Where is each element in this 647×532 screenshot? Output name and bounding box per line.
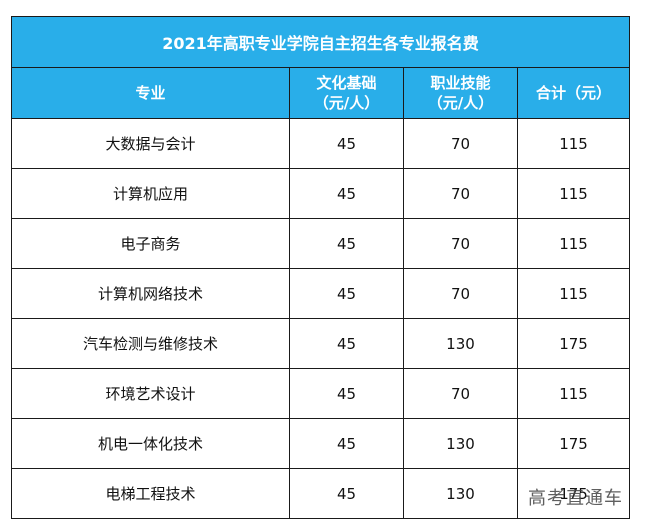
cell-skill: 70 — [403, 118, 518, 169]
table-row: 环境艺术设计 45 70 115 — [11, 368, 631, 419]
table-title-row: 2021年高职专业学院自主招生各专业报名费 — [10, 16, 631, 68]
cell-culture: 45 — [289, 468, 404, 519]
table-header-row: 专业 文化基础 （元/人） 职业技能 （元/人） 合计（元） — [11, 67, 631, 119]
cell-skill: 70 — [403, 268, 518, 319]
table-title: 2021年高职专业学院自主招生各专业报名费 — [10, 16, 631, 68]
table-row: 计算机应用 45 70 115 — [11, 168, 631, 219]
cell-total: 175 — [516, 318, 631, 369]
cell-total: 115 — [516, 118, 631, 169]
cell-major: 计算机网络技术 — [11, 268, 290, 319]
header-culture-line1: 文化基础 — [316, 74, 377, 92]
header-skill-fee: 职业技能 （元/人） — [403, 67, 518, 119]
header-major: 专业 — [11, 67, 290, 119]
header-culture-fee: 文化基础 （元/人） — [289, 67, 404, 119]
fee-table: 2021年高职专业学院自主招生各专业报名费 专业 文化基础 （元/人） 职业技能… — [10, 16, 631, 519]
watermark-text: 高考直通车 — [528, 488, 623, 509]
cell-skill: 130 — [403, 468, 518, 519]
cell-skill: 130 — [403, 418, 518, 469]
cell-total: 115 — [516, 268, 631, 319]
cell-culture: 45 — [289, 368, 404, 419]
cell-major: 电梯工程技术 — [11, 468, 290, 519]
cell-culture: 45 — [289, 418, 404, 469]
cell-major: 环境艺术设计 — [11, 368, 290, 419]
fee-table-container: 2021年高职专业学院自主招生各专业报名费 专业 文化基础 （元/人） 职业技能… — [10, 16, 631, 519]
cell-total: 175 — [516, 418, 631, 469]
table-row: 电子商务 45 70 115 — [11, 218, 631, 269]
table-row: 大数据与会计 45 70 115 — [11, 118, 631, 169]
table-row: 机电一体化技术 45 130 175 — [11, 418, 631, 469]
cell-total: 115 — [516, 168, 631, 219]
cell-skill: 70 — [403, 368, 518, 419]
cell-culture: 45 — [289, 318, 404, 369]
cell-total: 115 — [516, 218, 631, 269]
cell-major: 电子商务 — [11, 218, 290, 269]
table-row: 汽车检测与维修技术 45 130 175 — [11, 318, 631, 369]
cell-major: 大数据与会计 — [11, 118, 290, 169]
header-culture-line2: （元/人） — [313, 94, 380, 112]
table-row: 计算机网络技术 45 70 115 — [11, 268, 631, 319]
cell-skill: 70 — [403, 168, 518, 219]
cell-total: 175 — [516, 468, 631, 519]
cell-culture: 45 — [289, 218, 404, 269]
cell-culture: 45 — [289, 168, 404, 219]
cell-skill: 70 — [403, 218, 518, 269]
header-skill-line2: （元/人） — [427, 94, 494, 112]
cell-skill: 130 — [403, 318, 518, 369]
cell-major: 汽车检测与维修技术 — [11, 318, 290, 369]
cell-major: 机电一体化技术 — [11, 418, 290, 469]
cell-total: 115 — [516, 368, 631, 419]
cell-culture: 45 — [289, 268, 404, 319]
header-total: 合计（元） — [516, 67, 631, 119]
header-skill-line1: 职业技能 — [430, 74, 491, 92]
cell-major: 计算机应用 — [11, 168, 290, 219]
cell-culture: 45 — [289, 118, 404, 169]
table-row: 电梯工程技术 45 130 175 — [11, 468, 631, 519]
